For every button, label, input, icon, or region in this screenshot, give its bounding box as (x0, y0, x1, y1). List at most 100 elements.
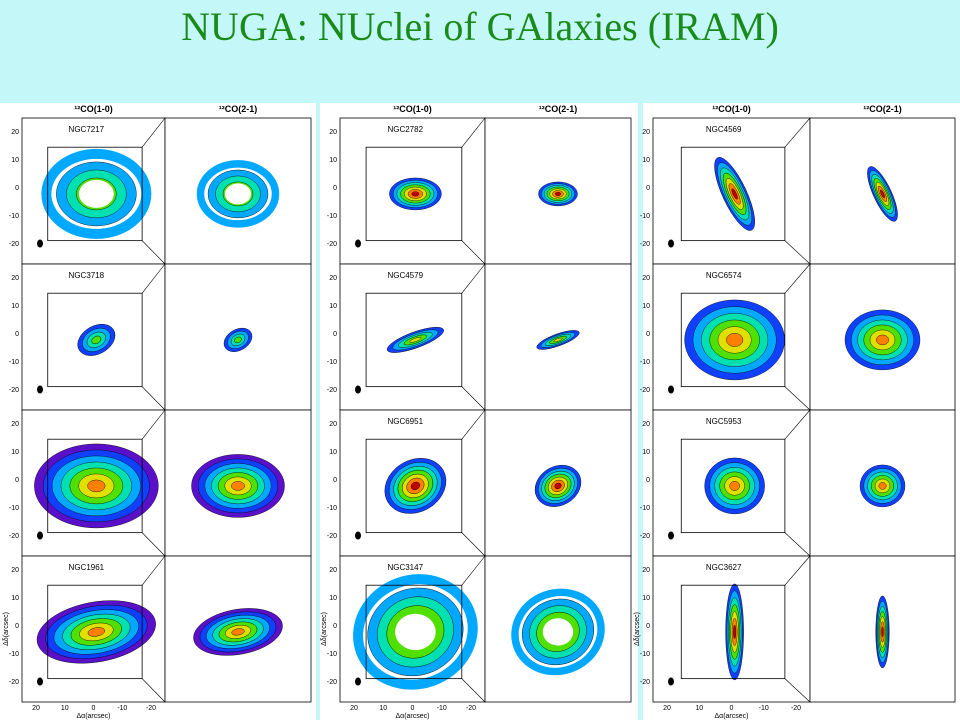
contour (87, 627, 106, 637)
beam (355, 677, 361, 686)
zoom-line (461, 532, 486, 557)
y-tick-label: 0 (15, 623, 19, 630)
zoom-line (141, 555, 166, 586)
y-tick-label: 20 (642, 129, 650, 136)
contour (733, 624, 737, 639)
zoom-box (365, 146, 463, 242)
y-tick-label: 10 (642, 449, 650, 456)
contour (881, 626, 884, 638)
zoom-box (680, 584, 786, 680)
zoom-line (141, 386, 166, 411)
contour (731, 188, 738, 200)
y-tick-label: -10 (640, 651, 650, 658)
y-tick-label: 0 (15, 331, 19, 338)
beam (355, 531, 361, 540)
x-axis-label: Δα(arcsec) (76, 713, 110, 720)
x-tick-label: -10 (117, 705, 127, 712)
column-header: ¹²CO(2-1) (863, 104, 902, 114)
y-tick-label: 10 (329, 157, 337, 164)
column-header: ¹²CO(1-0) (74, 104, 113, 114)
slide-title: NUGA: NUclei of GAlaxies (IRAM) (181, 4, 779, 49)
y-tick-label: -20 (9, 533, 19, 540)
contour-hole (78, 179, 114, 208)
x-tick-label: -20 (791, 705, 801, 712)
y-tick-label: 10 (11, 449, 19, 456)
contour (411, 191, 420, 197)
y-tick-label: 10 (11, 157, 19, 164)
y-tick-label: -20 (9, 241, 19, 248)
beam (668, 385, 674, 394)
zoom-line (784, 117, 811, 148)
y-tick-label: -20 (640, 533, 650, 540)
galaxy-name: NGC3627 (706, 563, 742, 572)
x-tick-label: -20 (466, 705, 476, 712)
y-tick-label: -10 (327, 505, 337, 512)
y-tick-label: -20 (327, 679, 337, 686)
y-tick-label: 0 (333, 477, 337, 484)
contour (353, 574, 478, 690)
y-tick-label: -20 (640, 387, 650, 394)
contour (553, 337, 563, 343)
zoom-line (784, 386, 811, 411)
zoom-line (461, 117, 486, 148)
x-tick-label: 10 (695, 705, 703, 712)
contour (555, 192, 561, 196)
galaxy-name: NGC3718 (69, 271, 105, 280)
column-header: ¹²CO(1-0) (393, 104, 432, 114)
galaxy-name: NGC3147 (387, 563, 423, 572)
zoom-line (141, 117, 166, 148)
zoom-line (784, 678, 811, 703)
galaxy-name: NGC6951 (387, 417, 423, 426)
zoom-line (784, 263, 811, 294)
x-tick-label: 0 (730, 705, 734, 712)
x-tick-label: 20 (32, 705, 40, 712)
zoom-box (365, 584, 463, 680)
galaxy-name: NGC7217 (69, 125, 105, 134)
contour (511, 588, 605, 676)
y-tick-label: 20 (642, 275, 650, 282)
zoom-box (365, 438, 463, 534)
y-tick-label: 0 (646, 185, 650, 192)
x-axis-label: Δα(arcsec) (395, 713, 429, 720)
galaxy-name: NGC4579 (387, 271, 423, 280)
x-tick-label: 10 (379, 705, 387, 712)
y-tick-label: 20 (329, 275, 337, 282)
y-tick-label: 0 (15, 185, 19, 192)
galaxy-name: NGC2782 (387, 125, 423, 134)
zoom-line (461, 263, 486, 294)
y-tick-label: -20 (640, 241, 650, 248)
contour (231, 481, 245, 491)
y-tick-label: -20 (9, 679, 19, 686)
galaxy-name: NGC6574 (706, 271, 742, 280)
x-tick-label: 10 (61, 705, 69, 712)
zoom-line (461, 678, 486, 703)
y-tick-label: 20 (11, 567, 19, 574)
y-tick-label: -10 (327, 359, 337, 366)
beam (668, 531, 674, 540)
zoom-box (47, 146, 143, 242)
zoom-box (680, 438, 786, 534)
y-tick-label: -10 (327, 213, 337, 220)
x-tick-label: -20 (146, 705, 156, 712)
zoom-line (141, 409, 166, 440)
zoom-line (141, 263, 166, 294)
zoom-line (461, 240, 486, 265)
beam (37, 531, 43, 540)
y-tick-label: 0 (646, 331, 650, 338)
y-tick-label: -10 (9, 213, 19, 220)
contour (880, 189, 885, 199)
zoom-line (141, 240, 166, 265)
zoom-line (784, 409, 811, 440)
y-tick-label: -10 (9, 505, 19, 512)
contour (726, 333, 744, 347)
beam (37, 239, 43, 248)
beam (668, 239, 674, 248)
galaxy-name: NGC1961 (69, 563, 105, 572)
contour (409, 337, 422, 343)
column-header: ¹²CO(2-1) (539, 104, 578, 114)
contour (196, 160, 280, 228)
contour-hole (395, 613, 436, 651)
y-tick-label: 0 (333, 331, 337, 338)
y-tick-label: 0 (646, 477, 650, 484)
